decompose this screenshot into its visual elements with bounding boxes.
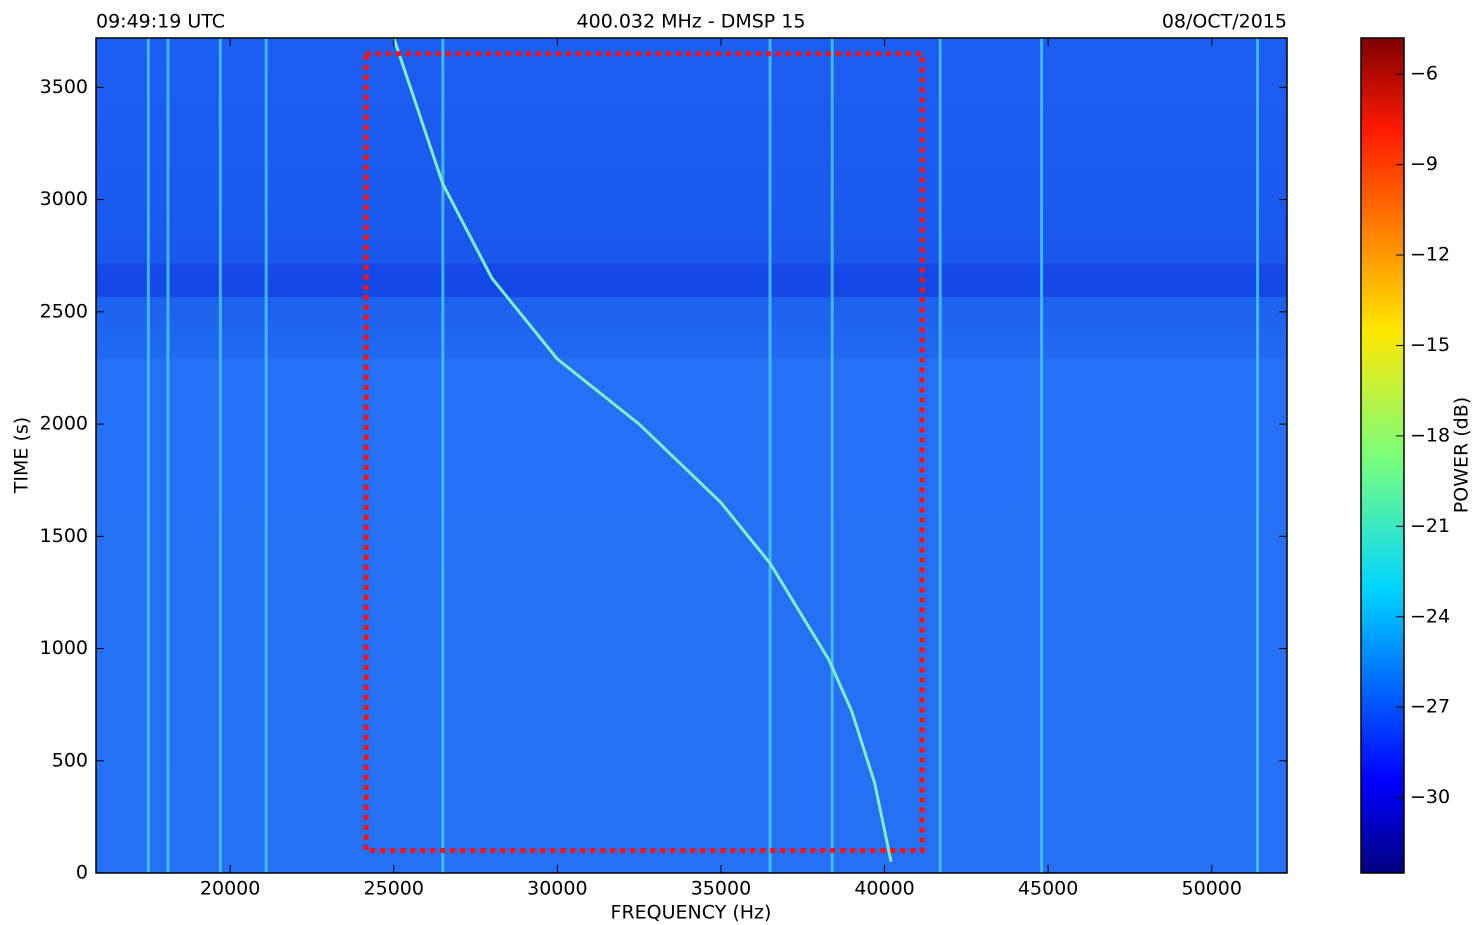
colorbar-tick-label: −30 bbox=[1410, 786, 1450, 808]
spectrogram-background bbox=[96, 38, 1287, 873]
y-tick-label: 1500 bbox=[40, 525, 88, 547]
x-tick-label: 50000 bbox=[1182, 878, 1242, 900]
colorbar-tick-label: −6 bbox=[1410, 63, 1438, 85]
x-tick-label: 35000 bbox=[691, 878, 751, 900]
colorbar-tick-label: −15 bbox=[1410, 334, 1450, 356]
colorbar-tick-label: −24 bbox=[1410, 605, 1450, 627]
y-tick-label: 3500 bbox=[40, 76, 88, 98]
x-tick-label: 20000 bbox=[200, 878, 260, 900]
doppler-trace bbox=[392, 37, 893, 863]
title-right: 08/OCT/2015 bbox=[1162, 11, 1287, 33]
y-tick-label: 500 bbox=[52, 749, 88, 771]
y-tick-label: 3000 bbox=[40, 188, 88, 210]
axes-frame bbox=[95, 37, 1288, 874]
y-tick-label: 0 bbox=[76, 862, 88, 884]
colorbar bbox=[1360, 37, 1405, 874]
y-axis-label: TIME (s) bbox=[11, 417, 33, 494]
colorbar-label: POWER (dB) bbox=[1451, 397, 1473, 513]
y-tick-label: 2000 bbox=[40, 413, 88, 435]
x-tick-label: 30000 bbox=[527, 878, 587, 900]
y-tick-label: 2500 bbox=[40, 300, 88, 322]
colorbar-tick-label: −18 bbox=[1410, 424, 1450, 446]
x-tick-label: 40000 bbox=[854, 878, 914, 900]
colorbar-tick-label: −9 bbox=[1410, 153, 1438, 175]
y-tick-label: 1000 bbox=[40, 637, 88, 659]
x-axis-label: FREQUENCY (Hz) bbox=[611, 902, 772, 924]
x-tick-label: 25000 bbox=[364, 878, 424, 900]
colorbar-tick-label: −27 bbox=[1410, 696, 1450, 718]
chart-title: 400.032 MHz - DMSP 15 bbox=[577, 11, 806, 33]
colorbar-tick-label: −12 bbox=[1410, 244, 1450, 266]
highlight-box bbox=[363, 51, 925, 854]
x-tick-label: 45000 bbox=[1018, 878, 1078, 900]
title-left: 09:49:19 UTC bbox=[96, 11, 225, 33]
colorbar-tick-label: −21 bbox=[1410, 515, 1450, 537]
